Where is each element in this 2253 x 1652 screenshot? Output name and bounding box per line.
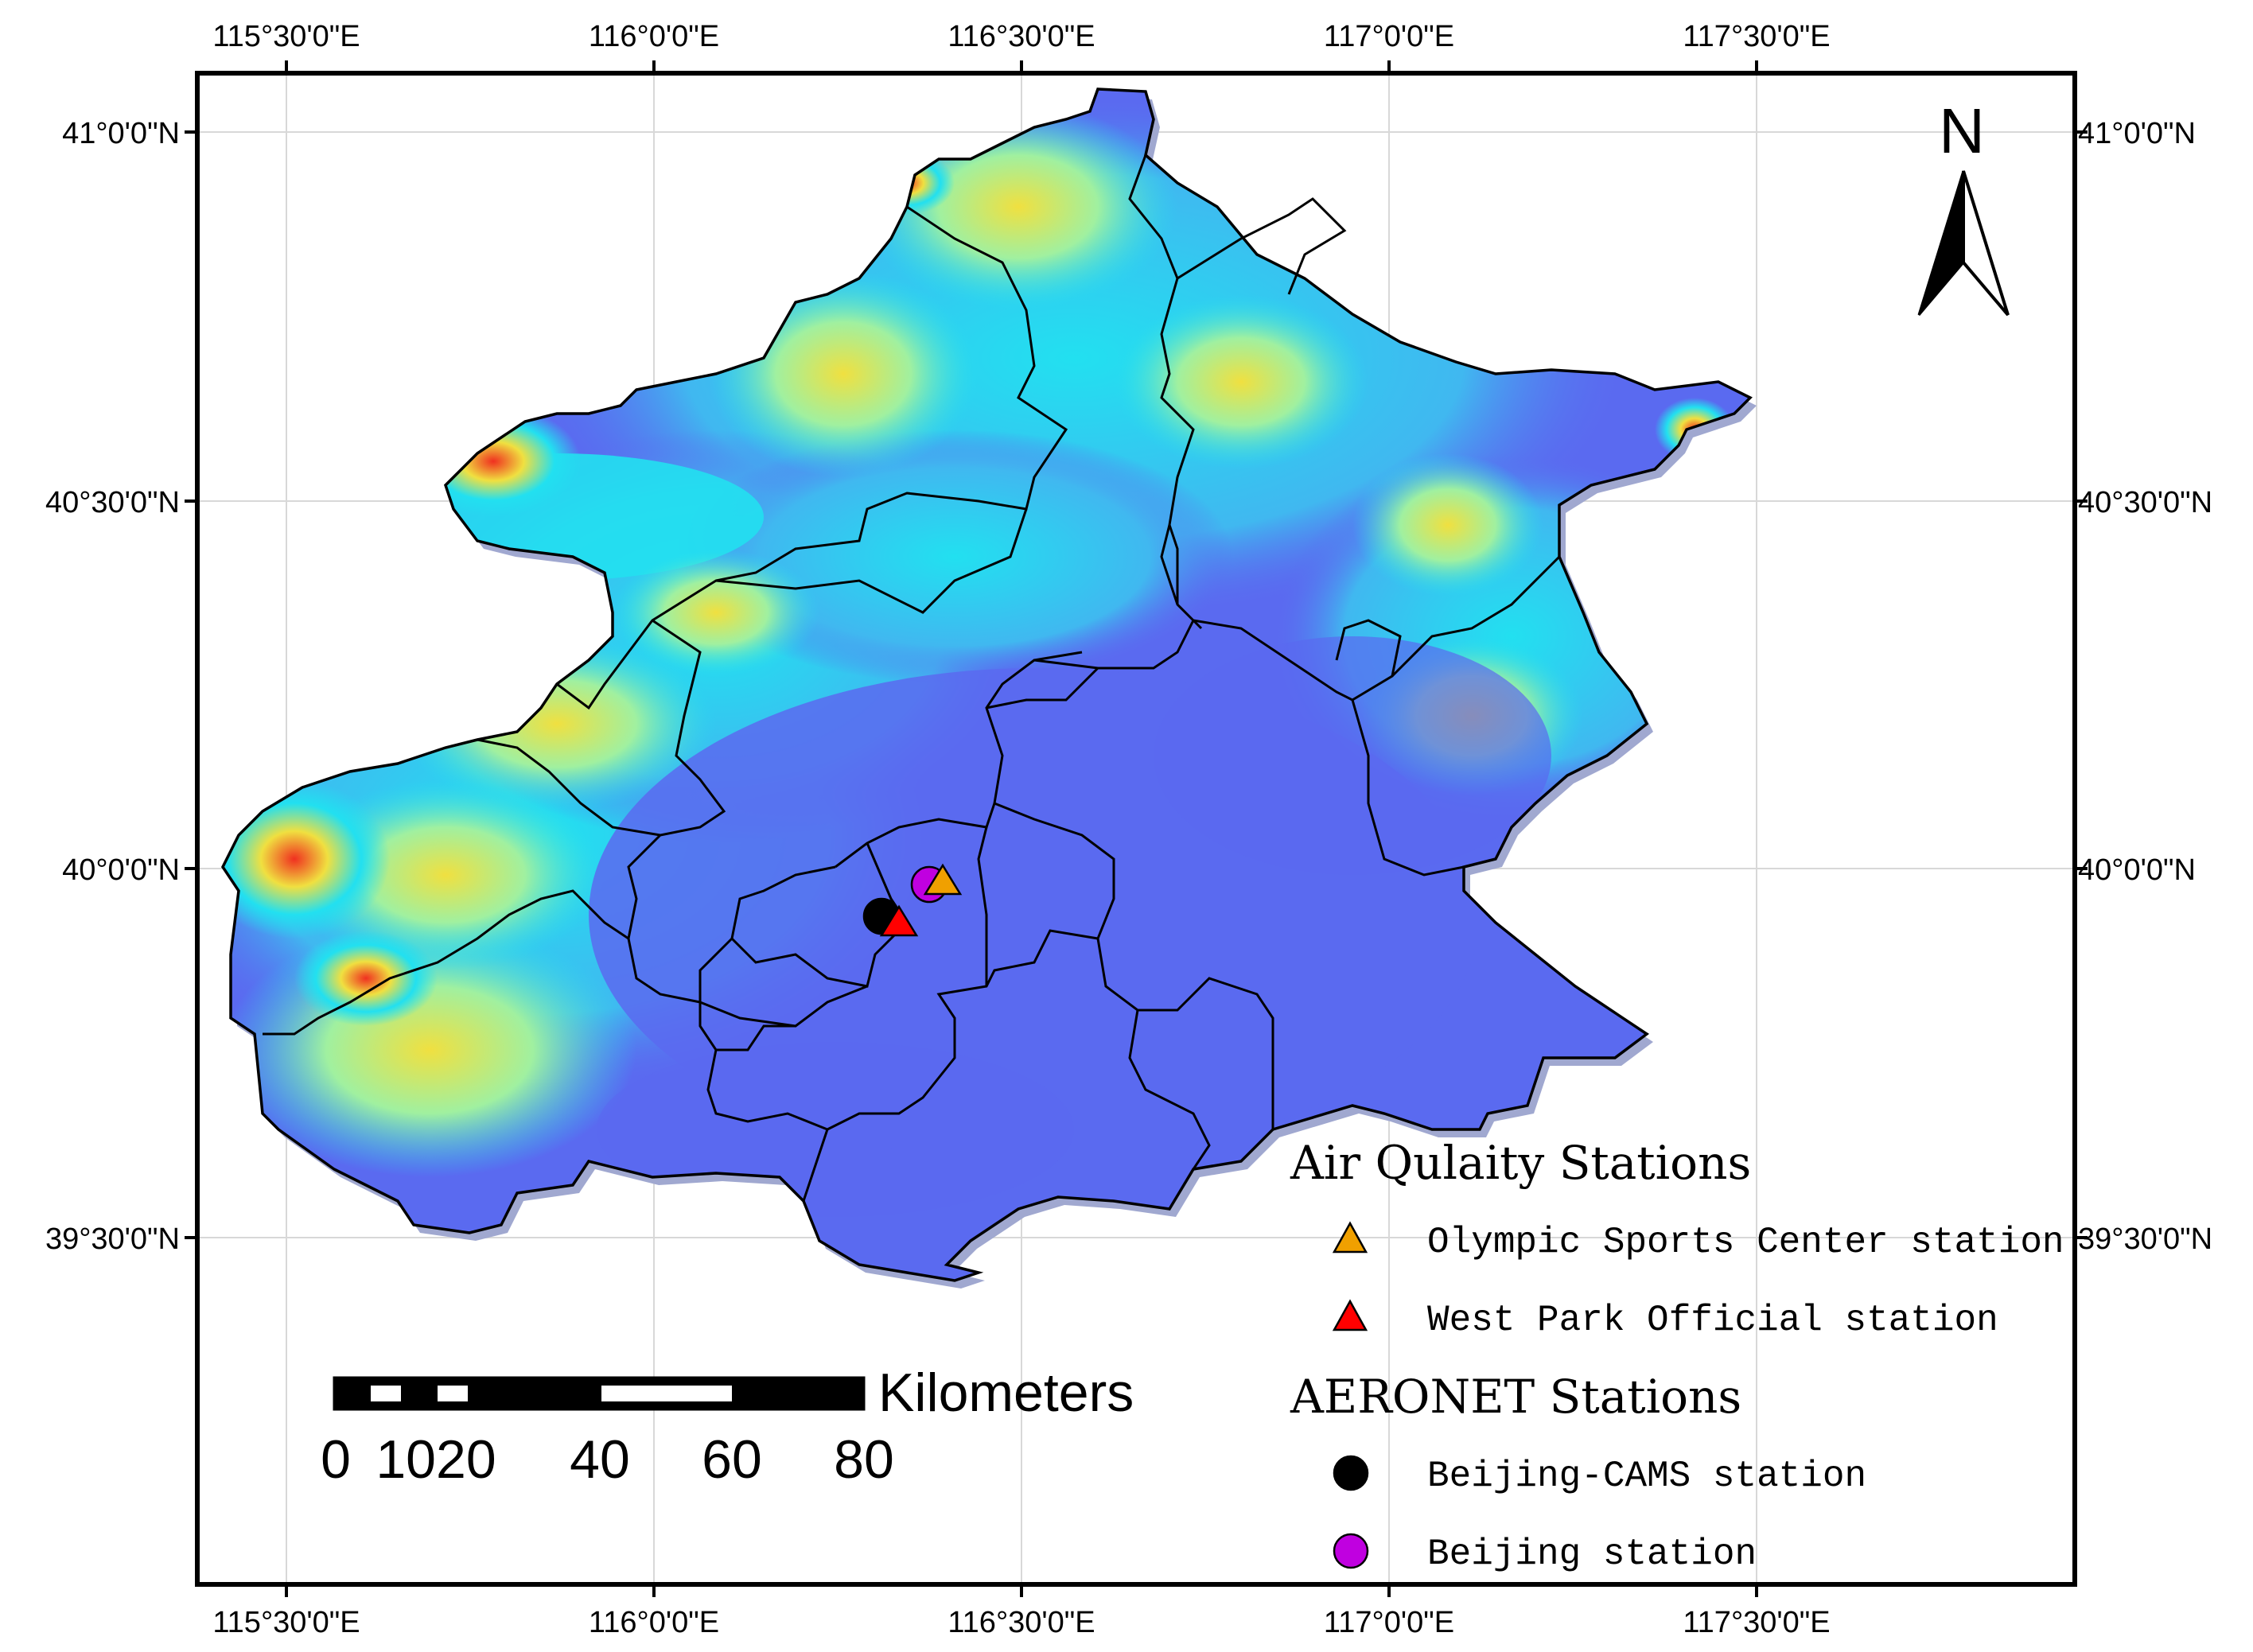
scale-label: 0 <box>321 1429 351 1490</box>
legend-aeronet-title: AERONET Stations <box>1290 1370 1741 1424</box>
top-label: 117°30'0"E <box>1683 20 1830 53</box>
district-boundaries <box>263 154 1561 1202</box>
bottom-longitude-labels: 115°30'0"E 116°0'0"E 116°30'0"E 117°0'0"… <box>212 1606 1830 1639</box>
north-arrow: N <box>1917 95 2010 317</box>
bottom-label: 115°30'0"E <box>212 1606 360 1639</box>
right-label: 40°0'0"N <box>2078 853 2196 887</box>
olympic-sports-center-marker <box>923 863 963 896</box>
stations <box>862 863 963 937</box>
bottom-label: 117°0'0"E <box>1324 1606 1454 1639</box>
map-frame <box>195 71 2077 1587</box>
left-label: 40°30'0"N <box>45 486 180 519</box>
north-arrow-icon <box>1917 170 2010 317</box>
legend-west-park-label: West Park Official station <box>1427 1300 1998 1341</box>
legend-beijing-label: Beijing station <box>1427 1533 1757 1575</box>
right-label: 40°30'0"N <box>2078 486 2212 519</box>
top-longitude-labels: 115°30'0"E 116°0'0"E 116°30'0"E 117°0'0"… <box>212 20 1830 53</box>
bottom-label: 116°0'0"E <box>589 1606 719 1639</box>
legend-air-quality-title: Air Qulaity Stations <box>1290 1136 1751 1190</box>
top-label: 116°30'0"E <box>948 20 1095 53</box>
beijing-elevation-map <box>220 87 1757 1289</box>
legend-beijing-circle <box>1333 1533 1369 1569</box>
scale-label: 1020 <box>376 1429 496 1490</box>
top-label: 115°30'0"E <box>212 20 360 53</box>
left-label: 39°30'0"N <box>45 1222 180 1256</box>
legend-west-park-triangle <box>1332 1299 1368 1331</box>
top-label: 117°0'0"E <box>1324 20 1454 53</box>
right-label: 41°0'0"N <box>2078 117 2196 150</box>
left-label: 40°0'0"N <box>62 853 180 887</box>
scale-unit: Kilometers <box>878 1362 1134 1423</box>
right-label: 39°30'0"N <box>2078 1222 2212 1256</box>
legend-olympic-label: Olympic Sports Center station <box>1427 1222 2064 1263</box>
right-latitude-labels: 41°0'0"N 40°30'0"N 40°0'0"N 39°30'0"N <box>2078 117 2212 1256</box>
legend-olympic-triangle <box>1332 1221 1368 1254</box>
left-latitude-labels: 41°0'0"N 40°30'0"N 40°0'0"N 39°30'0"N <box>45 117 180 1256</box>
beijing-boundary <box>220 87 1753 1282</box>
bottom-label: 116°30'0"E <box>948 1606 1095 1639</box>
scale-bar: Kilometers 0 1020 40 60 80 <box>321 1362 1134 1490</box>
scale-label: 60 <box>702 1429 762 1490</box>
west-park-official-marker <box>879 904 919 937</box>
north-label: N <box>1939 95 1985 166</box>
top-label: 116°0'0"E <box>589 20 719 53</box>
scale-label: 40 <box>570 1429 630 1490</box>
bottom-label: 117°30'0"E <box>1683 1606 1830 1639</box>
legend: Air Qulaity Stations Olympic Sports Cent… <box>1290 1136 2064 1575</box>
frame-ticks <box>185 60 2088 1597</box>
legend-cams-circle <box>1333 1455 1369 1491</box>
scale-label: 80 <box>834 1429 894 1490</box>
left-label: 41°0'0"N <box>62 117 180 150</box>
legend-cams-label: Beijing-CAMS station <box>1427 1456 1866 1497</box>
